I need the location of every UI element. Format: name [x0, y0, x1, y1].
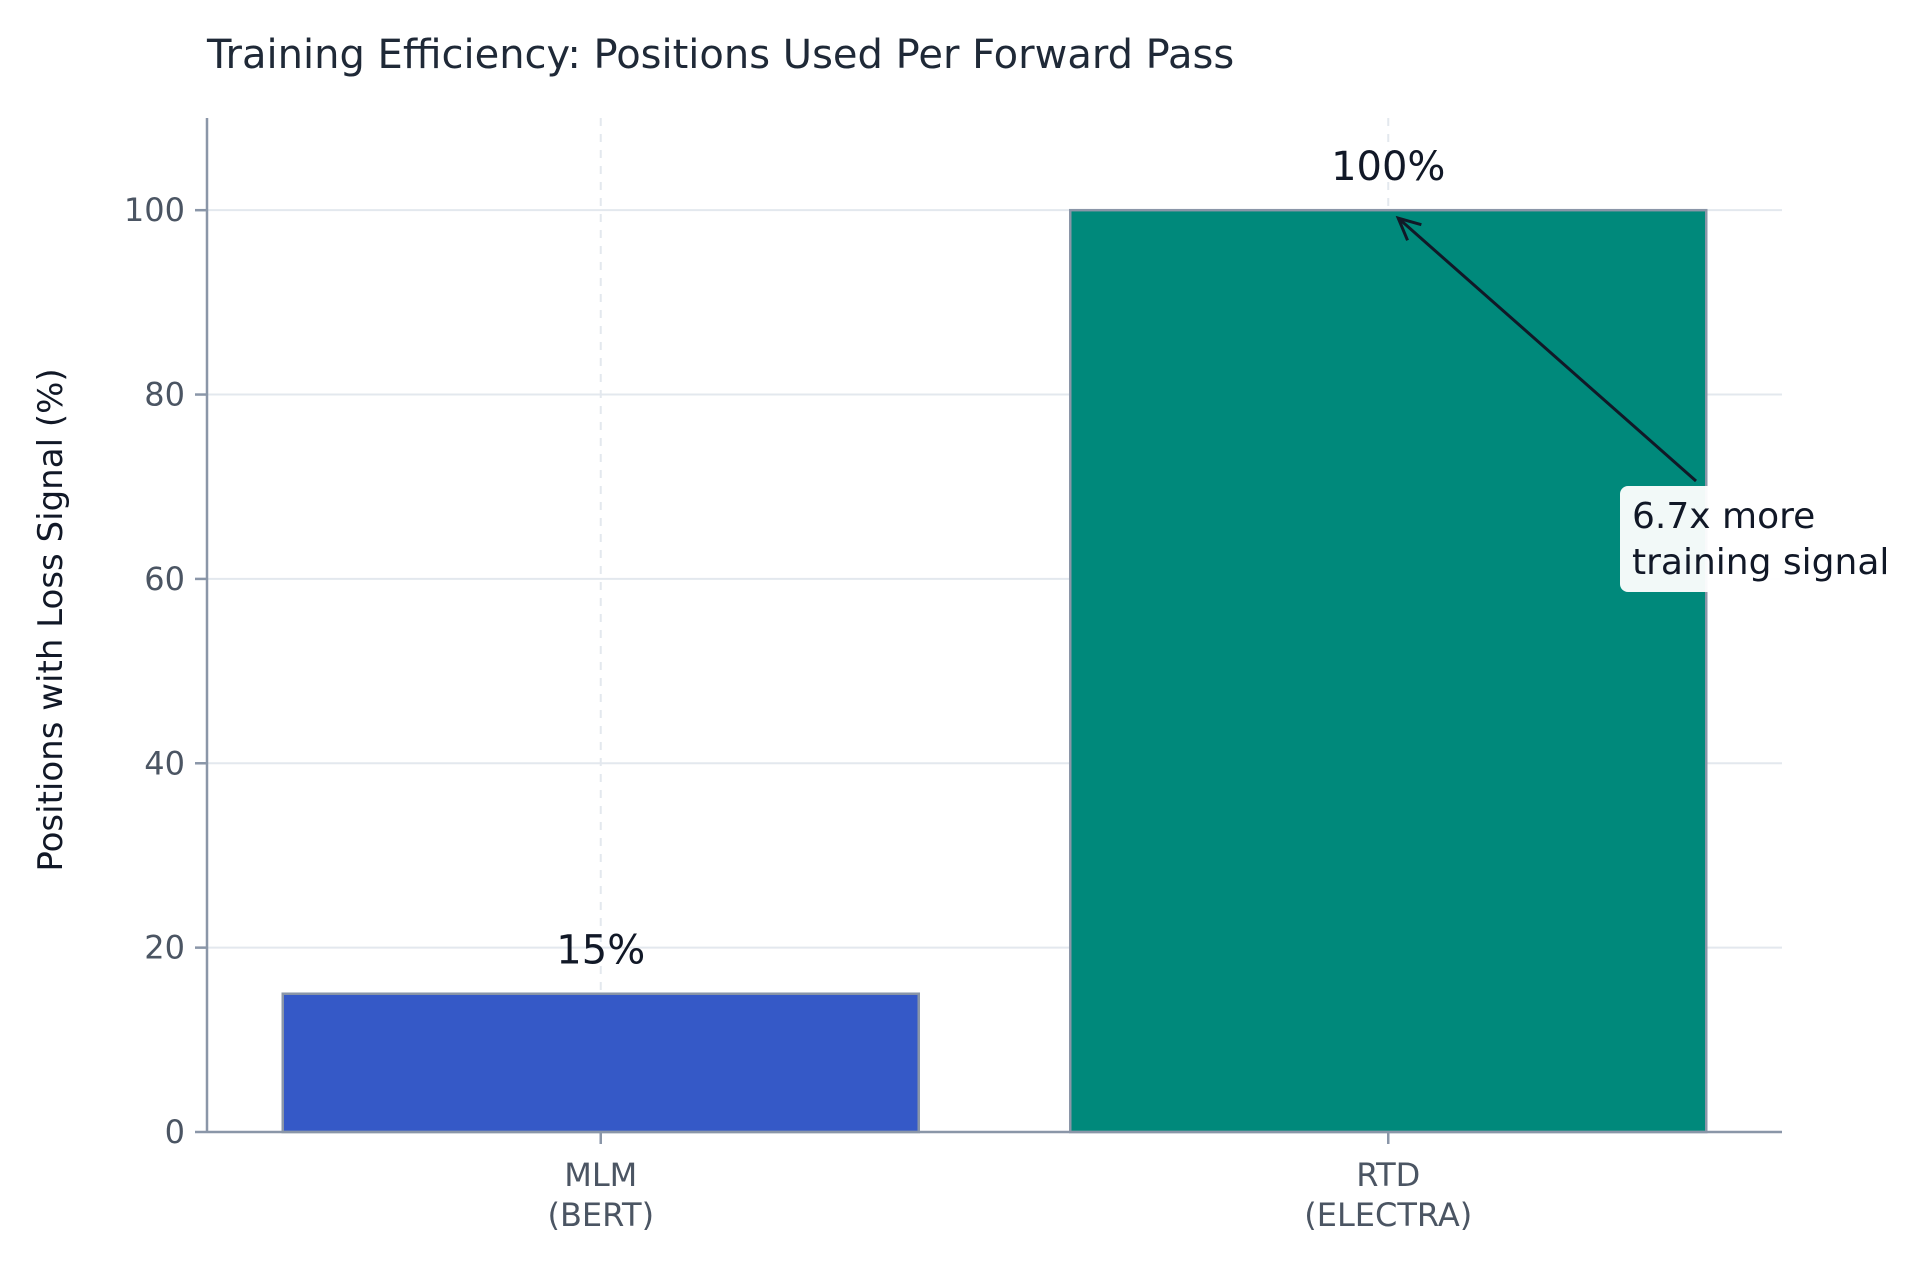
- data-label: 100%: [1331, 144, 1445, 190]
- y-tick-label: 80: [144, 376, 185, 414]
- data-label: 15%: [556, 928, 645, 974]
- chart-title: Training Efficiency: Positions Used Per …: [206, 32, 1234, 78]
- y-ticks: 0 20 40 60 80 100: [124, 191, 207, 1151]
- x-ticks: MLM (BERT) RTD (ELECTRA): [547, 1132, 1472, 1234]
- y-tick-label: 20: [144, 929, 185, 967]
- y-axis-label: Positions with Loss Signal (%): [31, 368, 71, 871]
- x-tick-label: MLM (BERT): [547, 1156, 654, 1234]
- bar-rtd: [1069, 208, 1708, 1134]
- annotation-arrow: [1397, 217, 1697, 483]
- y-tick-label: 100: [124, 191, 185, 229]
- annotation: 6.7x more training signal: [1395, 215, 1889, 592]
- y-tick-label: 40: [144, 744, 185, 782]
- bar-mlm: [281, 992, 920, 1134]
- axes: [205, 118, 1782, 1134]
- annotation-box: [1620, 486, 1882, 592]
- data-labels: 15% 100%: [556, 144, 1445, 974]
- y-tick-label: 0: [165, 1113, 185, 1151]
- y-tick-label: 60: [144, 560, 185, 598]
- annotation-text: 6.7x more training signal: [1632, 496, 1889, 583]
- bars: [281, 208, 1708, 1134]
- annotation-arrowhead: [1395, 215, 1422, 241]
- x-tick-label: RTD (ELECTRA): [1304, 1156, 1472, 1234]
